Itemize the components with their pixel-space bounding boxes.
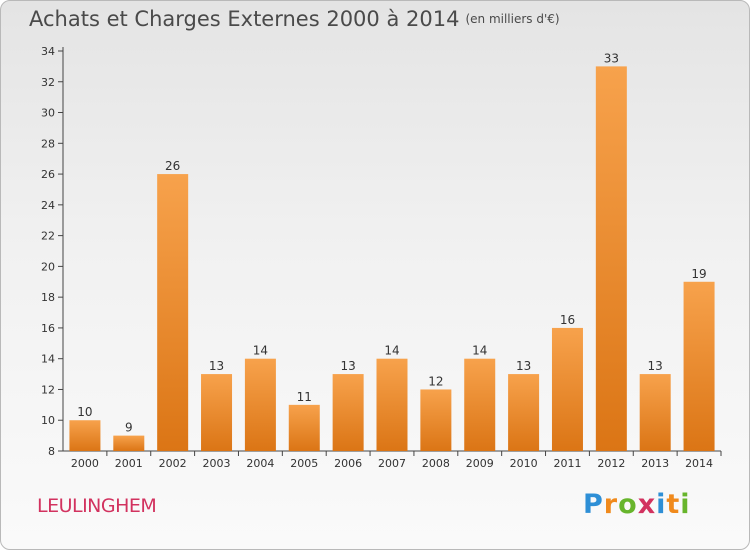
- y-tick-label: 8: [48, 445, 55, 458]
- bar-2008: [420, 389, 452, 451]
- chart-subtitle: (en milliers d'€): [465, 12, 560, 26]
- commune-name: LEULINGHEM: [37, 495, 157, 517]
- data-label-2001: 9: [125, 421, 133, 435]
- x-tick-label-2005: 2005: [290, 457, 318, 470]
- bar-2013: [639, 374, 671, 451]
- bar-2007: [376, 358, 408, 451]
- x-tick-label-2001: 2001: [115, 457, 143, 470]
- data-label-2011: 16: [560, 313, 575, 327]
- y-tick-label: 18: [41, 291, 55, 304]
- x-tick-label-2006: 2006: [334, 457, 362, 470]
- data-label-2008: 12: [428, 374, 443, 388]
- y-tick-label: 22: [41, 230, 55, 243]
- logo-letter: t: [666, 489, 681, 520]
- data-label-2013: 13: [648, 359, 663, 373]
- bar-2005: [288, 404, 320, 451]
- x-tick-label-2008: 2008: [422, 457, 450, 470]
- chart-title-text: Achats et Charges Externes 2000 à 2014: [29, 7, 460, 31]
- x-tick-label-2004: 2004: [246, 457, 274, 470]
- bar-2009: [464, 358, 496, 451]
- x-tick-label-2011: 2011: [553, 457, 581, 470]
- x-tick-label-2007: 2007: [378, 457, 406, 470]
- y-tick-label: 24: [41, 199, 55, 212]
- bar-2014: [683, 281, 715, 451]
- data-label-2003: 13: [209, 359, 224, 373]
- chart-data-labels: 10 9 26 13 14 11 13 14 12 14 13 16 33 13 19: [77, 51, 706, 434]
- data-label-2012: 33: [604, 51, 619, 65]
- data-label-2004: 14: [253, 344, 268, 358]
- x-tick-label-2002: 2002: [159, 457, 187, 470]
- x-tick-label-2000: 2000: [71, 457, 99, 470]
- data-label-2000: 10: [77, 405, 92, 419]
- data-label-2002: 26: [165, 159, 180, 173]
- bar-2012: [595, 66, 627, 451]
- bar-2003: [201, 374, 233, 451]
- bar-2006: [332, 374, 364, 451]
- bar-2001: [113, 435, 145, 451]
- y-tick-label: 26: [41, 168, 55, 181]
- data-label-2007: 14: [384, 344, 399, 358]
- chart-title: Achats et Charges Externes 2000 à 2014 (e…: [29, 7, 560, 31]
- y-tick-label: 14: [41, 353, 55, 366]
- bar-2002: [157, 174, 189, 452]
- logo-letter: r: [603, 489, 619, 520]
- bar-2000: [69, 420, 101, 451]
- y-tick-label: 30: [41, 107, 55, 120]
- y-tick-label: 20: [41, 260, 55, 273]
- x-tick-label-2012: 2012: [597, 457, 625, 470]
- x-tick-label-2014: 2014: [685, 457, 713, 470]
- y-tick-label: 28: [41, 137, 55, 150]
- data-label-2006: 13: [340, 359, 355, 373]
- y-tick-label: 32: [41, 76, 55, 89]
- data-label-2005: 11: [297, 390, 312, 404]
- logo-letter: i: [680, 489, 691, 520]
- logo-letter: x: [637, 489, 657, 520]
- x-tick-label-2003: 2003: [203, 457, 231, 470]
- y-tick-label: 10: [41, 414, 55, 427]
- bar-2011: [551, 327, 583, 451]
- proxiti-logo: Proxiti: [583, 489, 691, 520]
- bar-2004: [244, 358, 276, 451]
- y-tick-label: 12: [41, 383, 55, 396]
- logo-letter: i: [656, 489, 667, 520]
- bar-2010: [508, 374, 540, 451]
- logo-letter: P: [583, 489, 604, 520]
- chart-bars: [69, 66, 715, 452]
- x-tick-label-2009: 2009: [466, 457, 494, 470]
- y-tick-label: 34: [41, 45, 55, 58]
- data-label-2009: 14: [472, 344, 487, 358]
- data-label-2010: 13: [516, 359, 531, 373]
- chart-axes: 8 10 12 14 16 18 20 22 24 26 28 30 32 34 2000 2001 2002 2…: [41, 45, 722, 470]
- logo-letter: o: [618, 489, 638, 520]
- data-label-2014: 19: [691, 267, 706, 281]
- y-tick-label: 16: [41, 322, 55, 335]
- x-tick-label-2010: 2010: [510, 457, 538, 470]
- x-tick-label-2013: 2013: [641, 457, 669, 470]
